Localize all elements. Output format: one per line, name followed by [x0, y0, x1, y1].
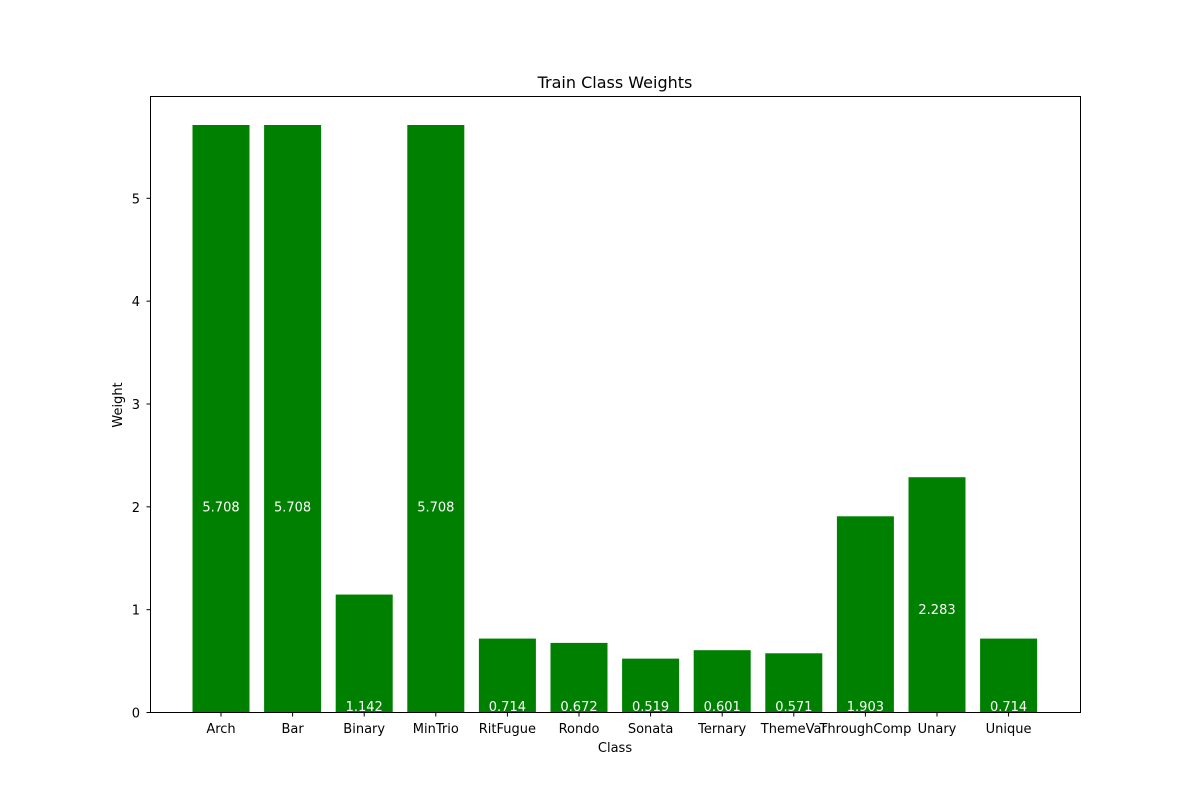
bar-themevar [765, 653, 823, 712]
x-tick-label-sonata: Sonata [628, 722, 673, 737]
bar-binary [335, 594, 393, 712]
bar-mintrio [407, 125, 465, 712]
data-label-ritfugue: 0.714 [489, 700, 526, 715]
data-label-ternary: 0.601 [704, 700, 741, 715]
chart-title: Train Class Weights [537, 73, 693, 92]
y-tick-label-5: 5 [132, 192, 140, 207]
data-label-rondo: 0.672 [560, 700, 597, 715]
bar-unique [980, 638, 1038, 712]
x-tick-label-bar: Bar [281, 722, 304, 737]
x-axis: Arch Bar Binary MinTrio RitFugue Rondo Sonata T… [206, 712, 1032, 737]
bar-throughcomp [836, 516, 894, 712]
x-tick-label-themevar: ThemeVar [760, 722, 828, 737]
bars-group [192, 125, 1038, 712]
data-label-throughcomp: 1.903 [847, 700, 884, 715]
x-tick-label-ritfugue: RitFugue [479, 722, 536, 737]
y-tick-label-4: 4 [132, 295, 140, 310]
x-tick-label-unique: Unique [986, 722, 1032, 737]
data-label-bar: 5.708 [274, 500, 311, 515]
bar-ritfugue [478, 638, 536, 712]
x-tick-label-arch: Arch [206, 722, 235, 737]
data-label-arch: 5.708 [202, 500, 239, 515]
x-tick-label-ternary: Ternary [697, 722, 746, 737]
y-tick-label-0: 0 [132, 707, 140, 722]
y-axis: 0 1 2 3 4 5 [132, 192, 151, 722]
y-axis-label: Weight [111, 382, 126, 427]
x-tick-label-mintrio: MinTrio [413, 722, 459, 737]
x-tick-label-throughcomp: ThroughComp [818, 722, 911, 737]
bar-ternary [693, 650, 751, 712]
x-axis-label: Class [598, 741, 632, 756]
data-label-binary: 1.142 [346, 700, 383, 715]
data-labels-group: 5.708 5.708 1.142 5.708 0.714 0.672 0.519 0.601… [202, 500, 1027, 715]
x-tick-label-unary: Unary [918, 722, 957, 737]
plot-frame [150, 96, 1081, 713]
data-label-unique: 0.714 [990, 700, 1027, 715]
bar-arch [192, 125, 250, 712]
data-label-unary: 2.283 [918, 603, 955, 618]
bar-unary [908, 477, 966, 712]
bar-bar [264, 125, 322, 712]
x-tick-label-binary: Binary [343, 722, 385, 737]
bar-sonata [622, 658, 680, 712]
x-tick-label-rondo: Rondo [559, 722, 600, 737]
y-tick-label-3: 3 [132, 398, 140, 413]
data-label-mintrio: 5.708 [417, 500, 454, 515]
bar-rondo [550, 642, 608, 712]
y-tick-label-2: 2 [132, 501, 140, 516]
y-tick-label-1: 1 [132, 604, 140, 619]
data-label-themevar: 0.571 [775, 700, 812, 715]
data-label-sonata: 0.519 [632, 700, 669, 715]
